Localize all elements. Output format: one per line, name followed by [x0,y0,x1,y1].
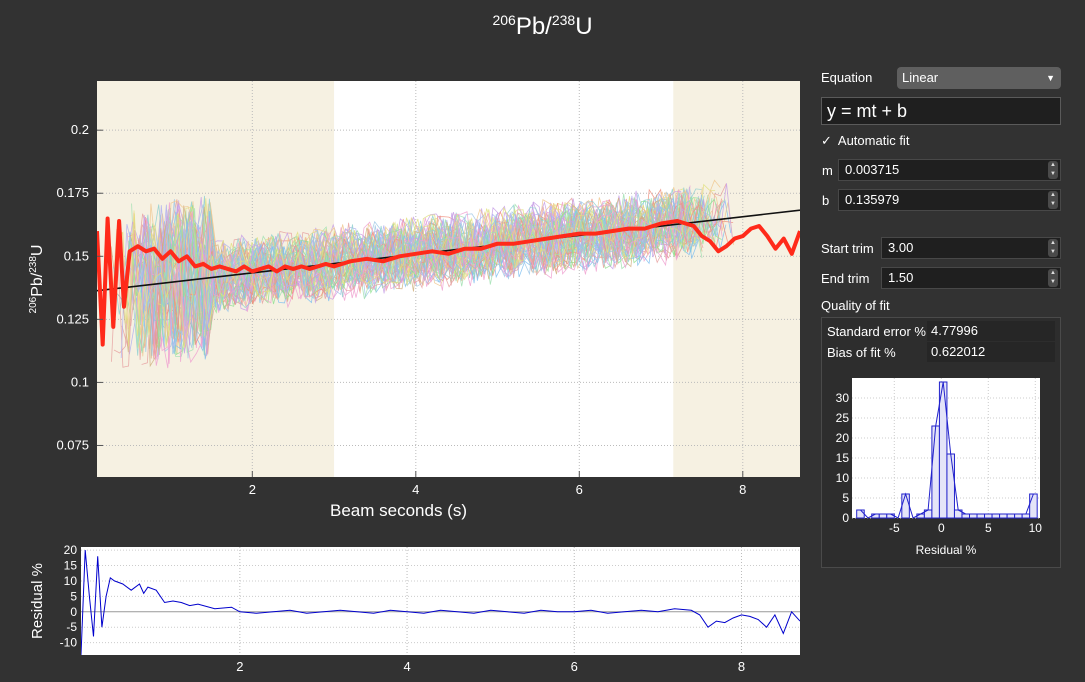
y-tick-label: -5 [66,620,77,634]
bias-of-fit-value: 0.622012 [927,342,1055,362]
end-trim-value: 1.50 [888,270,914,285]
histogram-bar [901,493,910,519]
spin-arrows-icon[interactable]: ▲ ▼ [1048,269,1058,287]
x-tick-label: 6 [571,659,578,674]
start-trim-label: Start trim [821,241,874,256]
residual-histogram: -5 0 5 10 0 5 10 15 20 25 30 Residual % [836,378,1043,557]
residual-plot-area [81,547,800,655]
histogram-density-line [860,381,1034,519]
y-tick-label: 30 [836,391,850,405]
y-tick-label: -10 [60,636,78,650]
y-tick-label: 20 [836,431,850,445]
x-tick-label: 0 [938,521,945,535]
x-tick-label: -5 [889,521,900,535]
y-tick-label: 0 [70,605,77,619]
histogram-bar [856,509,865,519]
equation-label: Equation [821,70,873,85]
automatic-fit-checkbox[interactable]: ✓ Automatic fit [821,133,909,149]
histogram-bar [931,425,940,519]
histogram-bar [961,513,970,519]
y-tick-label: 0.125 [56,311,89,326]
quality-of-fit-label: Quality of fit [821,298,890,313]
histogram-bar [1006,513,1016,519]
y-tick-label: 0.1 [71,374,89,389]
equation-formula: y = mt + b [821,97,1061,125]
x-tick-label: 2 [249,482,256,497]
histogram-bar [999,513,1008,519]
spin-arrows-icon[interactable]: ▲ ▼ [1048,191,1058,209]
y-tick-label: 0.075 [56,437,89,452]
x-tick-label: 8 [738,659,745,674]
sample-trace [148,193,682,349]
m-input[interactable]: 0.003715 ▲ ▼ [838,159,1061,181]
histogram-bar [976,513,986,519]
x-tick-label: 4 [403,659,410,674]
y-tick-label: 10 [836,471,850,485]
standard-error-label: Standard error % [827,324,926,339]
y-tick-label: 0.2 [71,122,89,137]
histogram-bar [878,513,888,519]
y-tick-label: 0 [842,511,849,525]
trim-region-1 [673,81,800,477]
end-trim-input[interactable]: 1.50 ▲ ▼ [881,267,1061,289]
histogram-bar [1021,513,1031,519]
b-value: 0.135979 [845,192,900,207]
histogram-bar [886,513,895,519]
sample-trace [157,188,702,307]
y-axis-label: Residual % [29,563,46,639]
histogram-bar [946,453,955,519]
x-tick-label: 5 [985,521,992,535]
y-label-text: Pb/ [29,272,46,297]
y-tick-label: 0.15 [64,248,89,263]
start-trim-input[interactable]: 3.00 ▲ ▼ [881,237,1061,259]
bias-of-fit-label: Bias of fit % [827,345,896,360]
histogram-bar [916,513,925,519]
end-trim-label: End trim [821,271,870,286]
traces-group [97,179,800,369]
x-tick-label: 6 [576,482,583,497]
equation-value: Linear [902,70,939,85]
y-tick-label: 5 [842,491,849,505]
x-tick-label: 8 [739,482,746,497]
equation-select[interactable]: Linear ▼ [897,67,1061,89]
y-tick-label: 10 [64,574,78,588]
x-axis-label: Residual % [916,543,977,557]
spin-arrows-icon[interactable]: ▲ ▼ [1048,239,1058,257]
b-input[interactable]: 0.135979 ▲ ▼ [838,189,1061,211]
check-icon: ✓ [821,133,832,148]
ratio-plot: 2 4 6 8 0.075 0.1 0.125 0.15 0.175 0.2 Beam second… [28,81,800,520]
y-tick-label: 0.175 [56,185,89,200]
x-tick-label: 2 [236,659,243,674]
m-label: m [822,163,833,178]
x-axis-label: Beam seconds (s) [330,501,467,520]
spin-arrows-icon[interactable]: ▲ ▼ [1048,161,1058,179]
histogram-bar [871,513,880,519]
y-tick-label: 15 [64,559,78,573]
y-label-superscript: 206 [28,296,39,313]
m-value: 0.003715 [845,162,900,177]
chevron-down-icon: ▼ [1046,73,1055,83]
y-tick-label: 25 [836,411,850,425]
y-axis-label: 206Pb/238U [28,245,46,314]
histogram-bar [991,513,1001,519]
histogram-bar [1029,493,1038,519]
residual-line [81,550,800,655]
mean-series-line [97,216,800,347]
chart-title: 206Pb/238U [492,12,593,40]
y-tick-label: 5 [70,589,77,603]
histogram-bar [969,513,978,519]
y-tick-label: 15 [836,451,850,465]
automatic-fit-label: Automatic fit [837,133,910,148]
y-label-text: U [29,245,46,257]
y-label-superscript: 238 [28,256,39,273]
y-tick-label: 20 [64,543,78,557]
x-tick-label: 4 [412,482,419,497]
start-trim-value: 3.00 [888,240,914,255]
x-tick-label: 10 [1029,521,1043,535]
histogram-bar [984,513,993,519]
b-label: b [822,193,830,208]
histogram-bar [1014,513,1023,519]
standard-error-value: 4.77996 [927,321,1055,341]
